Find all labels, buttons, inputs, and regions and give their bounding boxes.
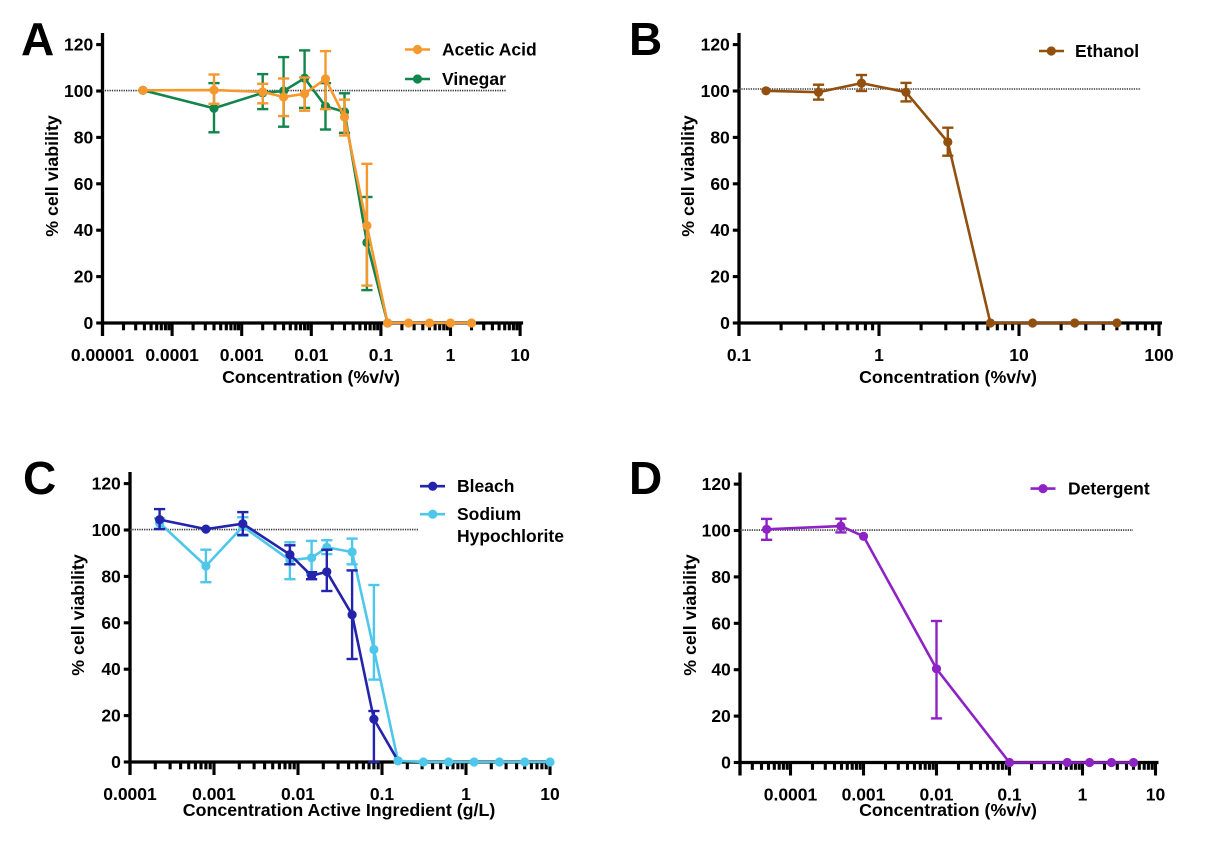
svg-text:10: 10 bbox=[540, 784, 560, 804]
svg-text:0: 0 bbox=[83, 313, 93, 333]
svg-text:0.1: 0.1 bbox=[997, 785, 1022, 805]
svg-text:0: 0 bbox=[721, 753, 731, 773]
svg-text:% cell viability: % cell viability bbox=[680, 554, 700, 676]
svg-text:0.01: 0.01 bbox=[281, 784, 315, 804]
svg-text:0.0001: 0.0001 bbox=[764, 785, 818, 805]
svg-text:Acetic Acid: Acetic Acid bbox=[442, 40, 537, 60]
svg-text:20: 20 bbox=[101, 706, 121, 726]
svg-text:Concentration (%v/v): Concentration (%v/v) bbox=[859, 367, 1037, 387]
svg-text:0.01: 0.01 bbox=[919, 785, 953, 805]
svg-text:20: 20 bbox=[74, 267, 94, 287]
svg-text:40: 40 bbox=[710, 220, 730, 240]
svg-text:0.0001: 0.0001 bbox=[145, 345, 199, 365]
svg-text:1: 1 bbox=[874, 345, 884, 365]
svg-text:D: D bbox=[629, 452, 662, 504]
svg-text:Concentration (%v/v): Concentration (%v/v) bbox=[222, 367, 400, 387]
svg-text:Detergent: Detergent bbox=[1068, 479, 1150, 499]
svg-text:60: 60 bbox=[101, 613, 121, 633]
svg-text:1: 1 bbox=[1078, 785, 1088, 805]
svg-text:60: 60 bbox=[710, 174, 730, 194]
svg-text:1: 1 bbox=[446, 345, 456, 365]
svg-text:120: 120 bbox=[702, 474, 731, 494]
svg-text:10: 10 bbox=[1146, 785, 1166, 805]
svg-text:0.001: 0.001 bbox=[220, 345, 264, 365]
svg-text:% cell viability: % cell viability bbox=[42, 115, 62, 237]
svg-text:20: 20 bbox=[710, 267, 730, 287]
svg-text:C: C bbox=[23, 452, 56, 504]
svg-text:60: 60 bbox=[74, 174, 94, 194]
svg-text:% cell viability: % cell viability bbox=[678, 115, 698, 237]
svg-text:0: 0 bbox=[111, 752, 121, 772]
svg-text:1: 1 bbox=[461, 784, 471, 804]
svg-text:Concentration Active Ingredien: Concentration Active Ingredient (g/L) bbox=[183, 800, 496, 820]
svg-text:80: 80 bbox=[101, 566, 121, 586]
svg-text:% cell viability: % cell viability bbox=[68, 554, 88, 676]
svg-text:0.1: 0.1 bbox=[369, 345, 394, 365]
svg-text:40: 40 bbox=[74, 220, 94, 240]
svg-text:100: 100 bbox=[702, 521, 731, 541]
svg-text:20: 20 bbox=[711, 706, 731, 726]
svg-text:Hypochlorite: Hypochlorite bbox=[457, 526, 564, 546]
svg-text:100: 100 bbox=[92, 520, 121, 540]
svg-text:0.00001: 0.00001 bbox=[71, 345, 135, 365]
svg-text:120: 120 bbox=[64, 35, 93, 55]
svg-text:Vinegar: Vinegar bbox=[442, 69, 506, 89]
svg-text:120: 120 bbox=[92, 474, 121, 494]
svg-text:100: 100 bbox=[701, 81, 730, 101]
svg-text:Bleach: Bleach bbox=[457, 476, 514, 496]
svg-text:40: 40 bbox=[101, 659, 121, 679]
svg-text:0.0001: 0.0001 bbox=[103, 784, 157, 804]
svg-text:10: 10 bbox=[1009, 345, 1029, 365]
svg-text:0.001: 0.001 bbox=[842, 785, 886, 805]
svg-text:0.01: 0.01 bbox=[294, 345, 328, 365]
svg-text:10: 10 bbox=[510, 345, 530, 365]
svg-text:100: 100 bbox=[1144, 345, 1173, 365]
svg-text:40: 40 bbox=[711, 660, 731, 680]
svg-text:100: 100 bbox=[64, 81, 93, 101]
svg-text:Ethanol: Ethanol bbox=[1075, 41, 1139, 61]
svg-text:80: 80 bbox=[74, 127, 94, 147]
svg-text:Concentration (%v/v): Concentration (%v/v) bbox=[859, 800, 1037, 820]
svg-text:80: 80 bbox=[710, 127, 730, 147]
svg-text:120: 120 bbox=[701, 35, 730, 55]
svg-text:0: 0 bbox=[720, 313, 730, 333]
svg-text:0.1: 0.1 bbox=[370, 784, 395, 804]
svg-text:60: 60 bbox=[711, 613, 731, 633]
svg-text:Sodium: Sodium bbox=[457, 504, 521, 524]
svg-text:0.1: 0.1 bbox=[727, 345, 752, 365]
svg-text:0.001: 0.001 bbox=[192, 784, 236, 804]
svg-text:B: B bbox=[629, 13, 662, 65]
svg-text:80: 80 bbox=[711, 567, 731, 587]
svg-text:A: A bbox=[21, 13, 54, 65]
